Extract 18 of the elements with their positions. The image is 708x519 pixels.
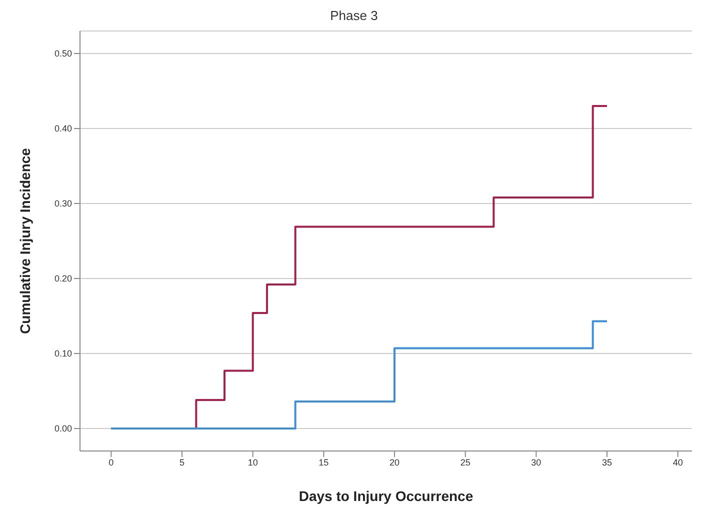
x-tick-label: 10 bbox=[248, 457, 258, 468]
x-tick-label: 15 bbox=[318, 457, 329, 468]
x-axis-title: Days to Injury Occurrence bbox=[298, 488, 474, 504]
chart-title: Phase 3 bbox=[329, 8, 379, 25]
x-tick-label: 20 bbox=[389, 457, 400, 468]
x-tick-label: 25 bbox=[460, 457, 470, 468]
y-tick-label: 0.50 bbox=[54, 48, 72, 59]
y-axis-title: Cumulative Injury Incidence bbox=[16, 148, 33, 334]
y-tick-label: 0.20 bbox=[54, 274, 72, 284]
y-tick-label: 0.00 bbox=[54, 424, 72, 434]
x-tick-label: 5 bbox=[179, 457, 185, 468]
x-tick-label: 40 bbox=[672, 457, 683, 468]
x-tick-label: 0 bbox=[108, 457, 114, 468]
x-tick-label: 30 bbox=[531, 457, 542, 468]
y-tick-label: 0.30 bbox=[54, 198, 72, 209]
y-tick-label: 0.40 bbox=[54, 124, 72, 134]
x-tick-label: 35 bbox=[602, 457, 612, 468]
y-tick-label: 0.10 bbox=[54, 348, 72, 359]
